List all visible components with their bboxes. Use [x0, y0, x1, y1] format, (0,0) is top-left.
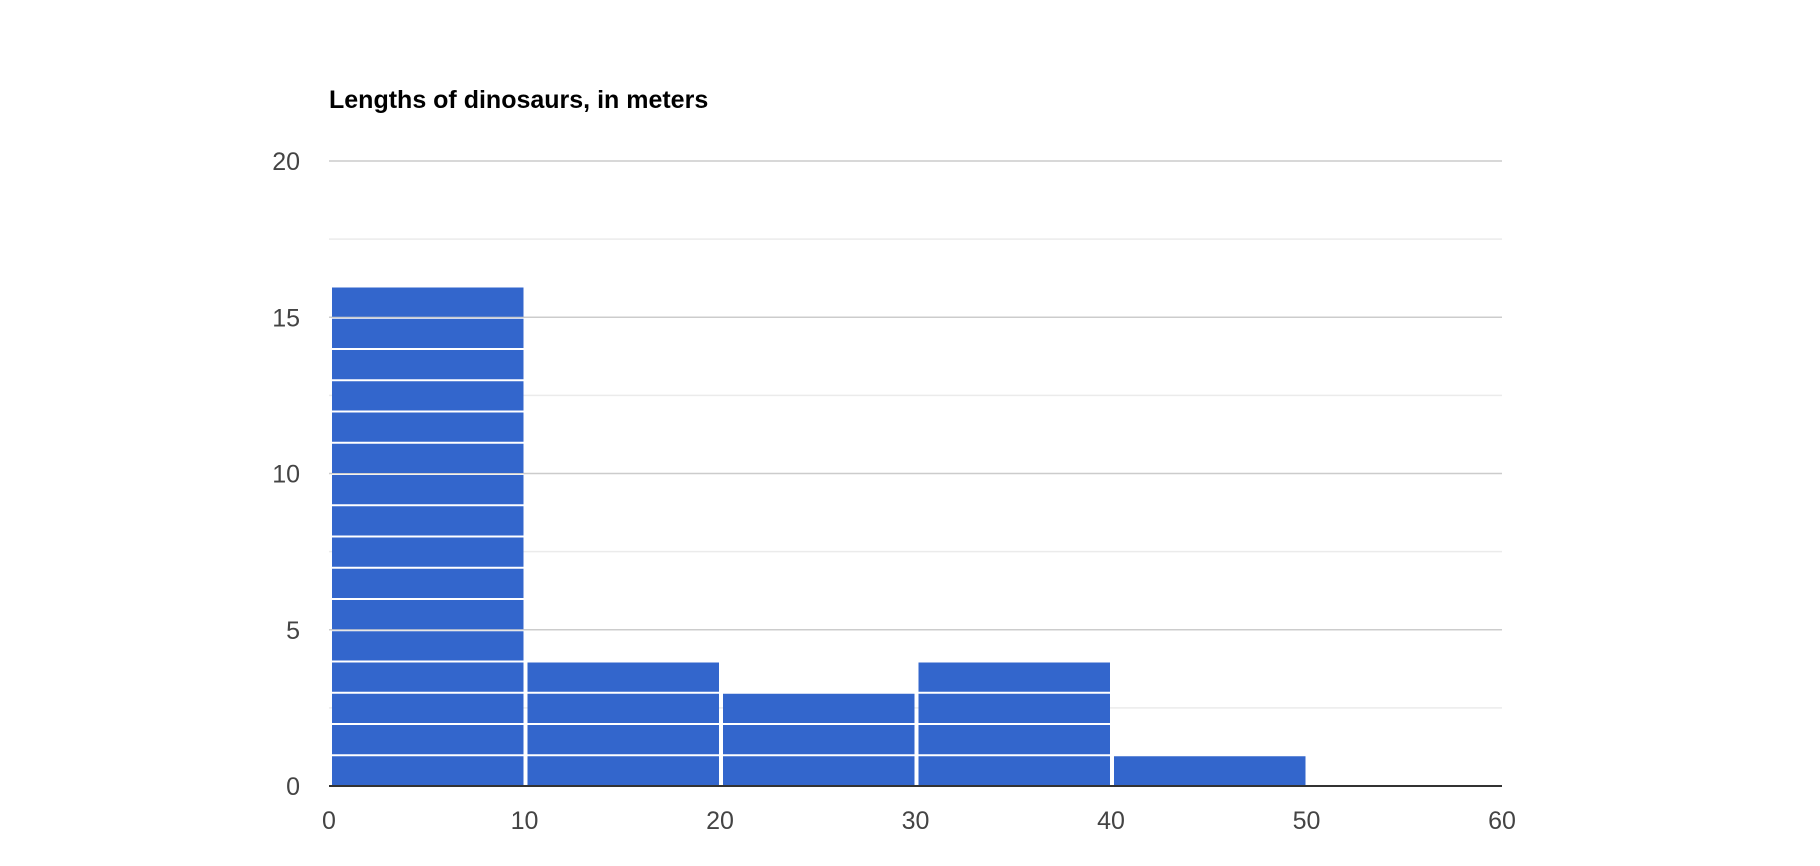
histogram-bar-block: [332, 568, 524, 598]
histogram-bar-block: [332, 725, 524, 755]
histogram-bar-block: [723, 693, 915, 723]
histogram-bar-block: [527, 725, 719, 755]
chart-title: Lengths of dinosaurs, in meters: [329, 86, 708, 114]
histogram-bar-block: [332, 475, 524, 505]
histogram-bar-block: [527, 693, 719, 723]
histogram-bar-block: [332, 381, 524, 411]
histogram-bar-block: [723, 725, 915, 755]
histogram-bar-block: [918, 693, 1110, 723]
histogram-bar-block: [332, 537, 524, 567]
x-tick-label: 0: [322, 807, 336, 835]
y-axis-ticks: 0 5 10 15 20: [272, 148, 300, 801]
histogram-bar-block: [332, 631, 524, 661]
histogram-bar-block: [918, 756, 1110, 786]
y-tick-label: 10: [272, 461, 300, 489]
histogram-bar-block: [918, 725, 1110, 755]
histogram-bar-block: [332, 443, 524, 473]
histogram-bar-block: [332, 506, 524, 536]
bars: [332, 287, 1306, 786]
histogram-bar-block: [332, 693, 524, 723]
histogram-bar-block: [332, 350, 524, 380]
x-tick-label: 10: [511, 807, 539, 835]
x-tick-label: 50: [1293, 807, 1321, 835]
y-tick-label: 0: [286, 773, 300, 801]
y-tick-label: 20: [272, 148, 300, 176]
x-axis-ticks: 0 10 20 30 40 50 60: [322, 807, 1516, 835]
histogram-bar-block: [332, 318, 524, 348]
x-tick-label: 30: [902, 807, 930, 835]
y-tick-label: 5: [286, 617, 300, 645]
gridlines: [329, 160, 1502, 709]
x-tick-label: 60: [1488, 807, 1516, 835]
histogram-bar-block: [1114, 756, 1306, 786]
histogram-bar-block: [332, 756, 524, 786]
histogram-bar-block: [332, 600, 524, 630]
histogram-bar-block: [527, 662, 719, 692]
y-tick-label: 15: [272, 304, 300, 332]
histogram-bar-block: [918, 662, 1110, 692]
histogram-bar-block: [332, 662, 524, 692]
histogram-bar-block: [527, 756, 719, 786]
histogram-bar-block: [332, 412, 524, 442]
x-tick-label: 20: [706, 807, 734, 835]
histogram-bar-block: [723, 756, 915, 786]
x-tick-label: 40: [1097, 807, 1125, 835]
histogram-bar-block: [332, 287, 524, 317]
